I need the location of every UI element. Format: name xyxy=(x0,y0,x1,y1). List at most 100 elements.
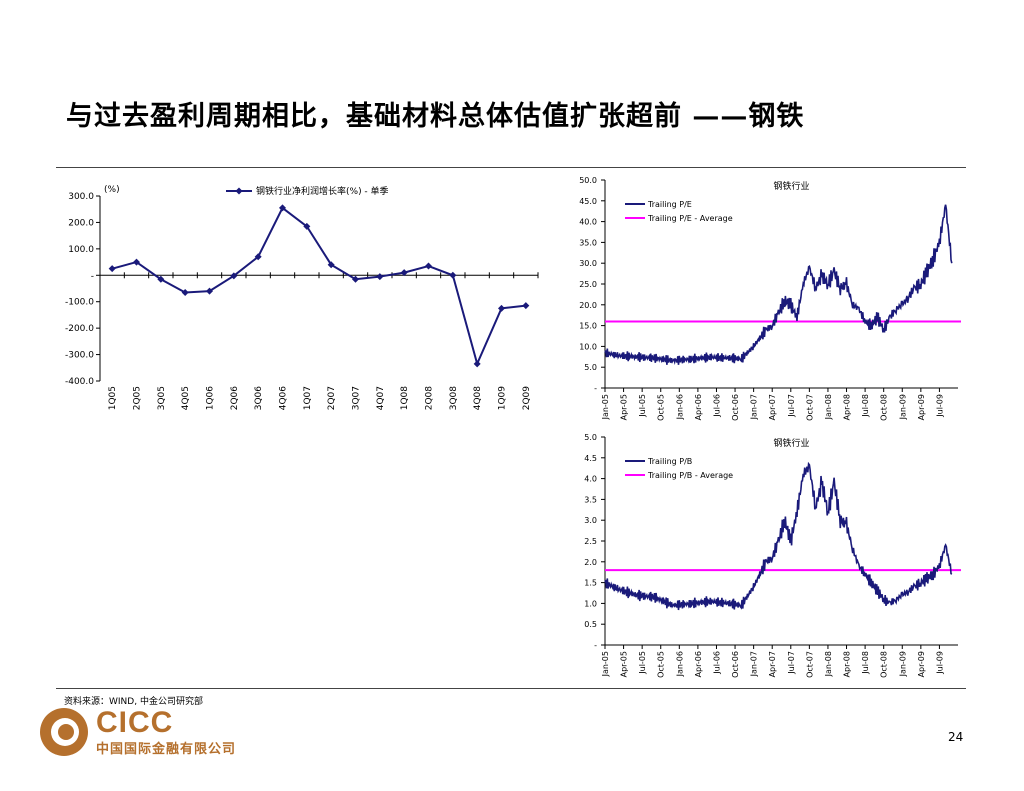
data-point xyxy=(181,288,189,296)
y-tick-label: -400.0 xyxy=(65,377,94,387)
x-tick-label: Oct-07 xyxy=(805,651,814,678)
x-tick-label: Jan-06 xyxy=(675,394,684,420)
x-tick-label: Jan-07 xyxy=(750,651,759,677)
logo-text: CICC xyxy=(96,706,174,739)
x-tick-label: 1Q05 xyxy=(108,386,118,410)
x-tick-label: Jan-08 xyxy=(824,394,833,420)
y-tick-label: 40.0 xyxy=(579,218,597,227)
y-tick-label: 100.0 xyxy=(68,245,94,255)
x-tick-label: Apr-09 xyxy=(917,394,926,420)
x-tick-label: Jan-06 xyxy=(675,651,684,677)
logo-subtitle: 中国国际金融有限公司 xyxy=(96,742,237,757)
y-tick-label: 15.0 xyxy=(579,322,597,331)
y-tick-label: 10.0 xyxy=(579,342,597,351)
legend-label: 钢铁行业净利润增长率(%) - 单季 xyxy=(256,185,389,197)
y-tick-label: 20.0 xyxy=(579,301,597,310)
y-tick-label: 30.0 xyxy=(579,259,597,268)
y-tick-label: 1.0 xyxy=(584,599,597,608)
x-tick-label: Jul-06 xyxy=(712,394,721,418)
y-tick-label: 5.0 xyxy=(584,433,597,442)
data-point xyxy=(473,360,481,368)
x-tick-label: Jan-07 xyxy=(750,394,759,420)
x-tick-label: Jan-05 xyxy=(601,651,610,677)
x-tick-label: Jul-09 xyxy=(935,651,944,675)
y-tick-label: 25.0 xyxy=(579,280,597,289)
x-tick-label: Apr-07 xyxy=(768,651,777,677)
top-divider xyxy=(56,167,966,168)
x-tick-label: Jul-08 xyxy=(861,651,870,675)
x-tick-label: 4Q08 xyxy=(473,386,483,411)
x-tick-label: Jul-06 xyxy=(712,651,721,675)
data-point xyxy=(108,265,116,273)
legend-label-main: Trailing P/E xyxy=(647,200,692,209)
y-tick-label: 3.0 xyxy=(584,516,597,525)
data-point xyxy=(133,258,140,266)
y-unit-label: (%) xyxy=(104,185,120,195)
y-tick-label: 2.0 xyxy=(584,558,597,567)
chart-title: 钢铁行业 xyxy=(773,180,809,192)
y-tick-label: 45.0 xyxy=(579,197,597,206)
x-tick-label: Oct-08 xyxy=(880,394,889,421)
x-tick-label: 1Q08 xyxy=(400,386,410,411)
page-title: 与过去盈利周期相比，基础材料总体估值扩张超前 ——钢铁 xyxy=(66,101,805,132)
data-point xyxy=(522,302,530,310)
y-tick-label: 200.0 xyxy=(68,218,94,228)
x-tick-label: Jul-05 xyxy=(638,651,647,675)
legend-label-average: Trailing P/B - Average xyxy=(647,471,733,480)
legend-label-average: Trailing P/E - Average xyxy=(647,214,733,223)
y-tick-label: 50.0 xyxy=(579,176,597,185)
x-tick-label: 4Q07 xyxy=(376,386,386,410)
x-tick-label: Oct-06 xyxy=(731,394,740,421)
x-tick-label: 3Q08 xyxy=(449,386,459,411)
x-tick-label: 1Q07 xyxy=(303,386,313,410)
x-tick-label: Apr-05 xyxy=(620,394,629,420)
y-tick-label: -300.0 xyxy=(65,351,94,361)
data-point xyxy=(254,253,262,261)
x-tick-label: 2Q08 xyxy=(425,386,435,411)
y-tick-label: 35.0 xyxy=(579,238,597,247)
data-point xyxy=(303,222,311,230)
y-tick-label: - xyxy=(594,384,597,393)
data-point xyxy=(498,304,505,312)
chart-title: 钢铁行业 xyxy=(773,437,809,449)
x-tick-label: Jul-05 xyxy=(638,394,647,418)
x-tick-label: Jan-05 xyxy=(601,394,610,420)
y-tick-label: - xyxy=(594,641,597,650)
series-line-main xyxy=(604,204,953,365)
y-tick-label: 1.5 xyxy=(584,579,597,588)
x-tick-label: Jan-08 xyxy=(824,651,833,677)
x-tick-label: 2Q06 xyxy=(230,386,240,411)
y-tick-label: 5.0 xyxy=(584,363,597,372)
data-point xyxy=(279,204,286,212)
data-point xyxy=(157,275,165,283)
cicc-logo: CICC 中国国际金融有限公司 xyxy=(40,706,260,758)
x-tick-label: Jul-07 xyxy=(787,394,796,418)
y-tick-label: 4.0 xyxy=(584,475,597,484)
y-tick-label: -200.0 xyxy=(65,324,94,334)
x-tick-label: 2Q09 xyxy=(522,386,532,411)
x-tick-label: 4Q05 xyxy=(181,386,191,410)
y-tick-label: -100.0 xyxy=(65,298,94,308)
source-note: 资料来源：WIND, 中金公司研究部 xyxy=(64,697,203,707)
series-line-main xyxy=(604,461,953,611)
data-point xyxy=(327,261,335,269)
y-tick-label: 4.5 xyxy=(584,454,597,463)
x-tick-label: Jan-09 xyxy=(898,394,907,420)
legend-marker xyxy=(235,187,243,195)
y-tick-label: 300.0 xyxy=(68,192,94,202)
y-tick-label: 0.5 xyxy=(584,620,597,629)
x-tick-label: Oct-05 xyxy=(657,651,666,678)
y-tick-label: 2.5 xyxy=(584,537,597,546)
x-tick-label: 3Q05 xyxy=(157,386,167,410)
x-tick-label: 2Q05 xyxy=(133,386,143,410)
data-point xyxy=(376,273,384,281)
x-tick-label: Oct-07 xyxy=(805,394,814,421)
x-tick-label: 1Q06 xyxy=(206,386,216,411)
page-number: 24 xyxy=(948,730,964,744)
x-tick-label: Jul-09 xyxy=(935,394,944,418)
data-point xyxy=(400,269,408,277)
y-tick-label: - xyxy=(91,271,94,281)
